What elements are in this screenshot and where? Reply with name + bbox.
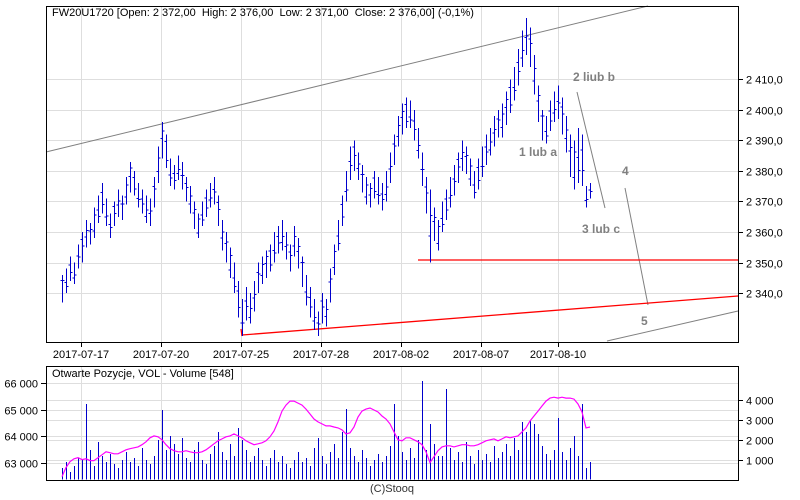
copyright-label: (C)Stooq [369,483,415,495]
rising-support-nub [240,328,243,337]
price-axis-tick-label: 2 390,0 [746,136,783,148]
wave-label: 3 lub c [582,222,620,236]
price-axis-tick-label: 2 340,0 [746,289,783,301]
volume-axis-tick-label: 4 000 [746,396,774,408]
oi-axis-tick-label: 64 000 [4,432,38,444]
upper-channel-line [45,5,649,153]
lower-channel-line [606,310,739,342]
price-panel-frame [46,6,739,343]
date-tick-label: 2017-07-17 [53,349,109,361]
volume-panel-title: Otwarte Pozycje, VOL - Volume [548] [52,368,234,380]
volume-axis-tick-label: 1 000 [746,456,774,468]
price-panel-background [46,6,738,342]
volume-axis-tick-label: 2 000 [746,436,774,448]
oi-axis-tick-label: 65 000 [4,406,38,418]
date-tick-label: 2017-08-02 [373,349,429,361]
open-interest-line [61,396,591,477]
chart-title: FW20U1720 [Open: 2 372,00 High: 2 376,00… [52,7,474,19]
wave-label: 1 lub a [519,145,557,159]
price-axis-tick-label: 2 380,0 [746,167,783,179]
price-axis-tick-label: 2 370,0 [746,197,783,209]
oi-axis-tick-label: 63 000 [4,459,38,471]
rising-support-line [241,295,739,336]
date-tick-label: 2017-07-25 [213,349,269,361]
price-axis-tick-label: 2 410,0 [746,75,783,87]
wave-projection-line-b [624,187,649,306]
volume-axis-tick-label: 3 000 [746,416,774,428]
date-tick-label: 2017-08-10 [530,349,586,361]
wave-label: 4 [622,164,629,178]
oi-axis-tick-label: 66 000 [4,379,38,391]
date-tick-label: 2017-07-28 [293,349,349,361]
date-tick-label: 2017-07-20 [133,349,189,361]
wave-label: 5 [641,314,648,328]
price-axis-tick-label: 2 350,0 [746,259,783,271]
volume-panel-frame [46,366,739,481]
price-axis-tick-label: 2 400,0 [746,106,783,118]
date-tick-label: 2017-08-07 [453,349,509,361]
wave-projection-line-a [576,91,606,209]
price-axis-tick-label: 2 360,0 [746,228,783,240]
wave-label: 2 liub b [573,70,615,84]
